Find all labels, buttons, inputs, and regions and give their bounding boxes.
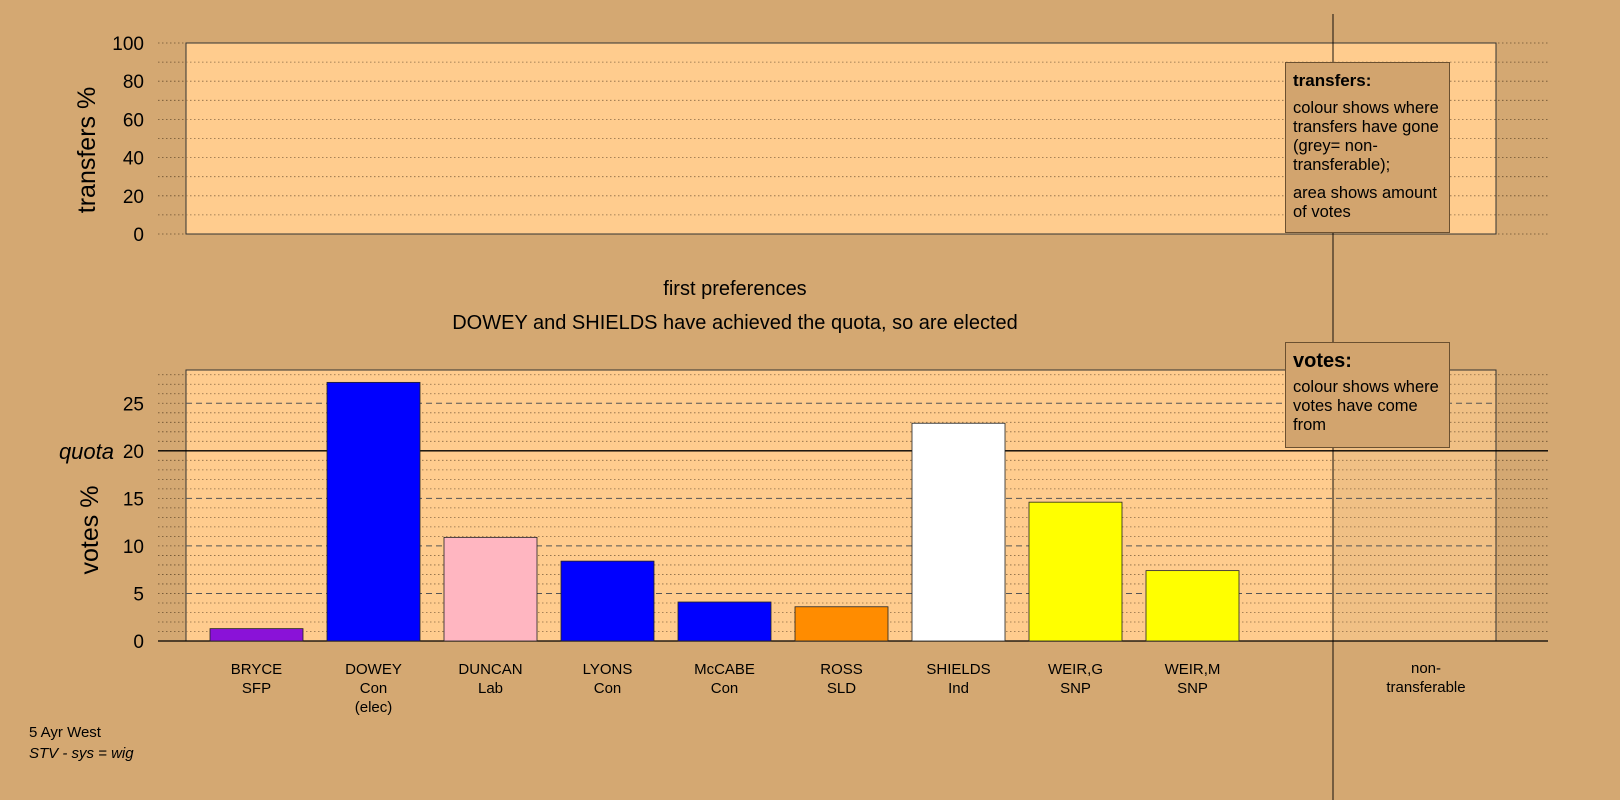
transfers-legend: transfers: colour shows where transfers … xyxy=(1285,62,1450,233)
candidate-label: SNP xyxy=(1177,680,1208,697)
footer-area-name: 5 Ayr West xyxy=(29,724,101,741)
candidate-label: BRYCE xyxy=(231,661,282,678)
votes-legend-text: colour shows where votes have come from xyxy=(1293,378,1439,434)
candidate-label: Lab xyxy=(478,680,503,697)
y-axis-label: votes % xyxy=(76,486,104,575)
votes-legend: votes: colour shows where votes have com… xyxy=(1285,342,1450,448)
candidate-label: SLD xyxy=(827,680,856,697)
y-tick-label: 0 xyxy=(133,225,144,246)
bar-duncan xyxy=(443,536,538,642)
candidate-label: Ind xyxy=(948,680,969,697)
candidate-label: DOWEY xyxy=(345,661,402,678)
transfers-legend-text-1: colour shows where transfers have gone (… xyxy=(1293,99,1439,174)
bar-weir-m xyxy=(1145,570,1240,642)
non-transferable-label: transferable xyxy=(1386,679,1465,696)
votes-legend-title: votes: xyxy=(1293,350,1352,372)
candidate-label: SFP xyxy=(242,680,271,697)
bar-bryce xyxy=(209,628,304,642)
plot-area xyxy=(185,42,1497,235)
candidate-label: ROSS xyxy=(820,661,863,678)
y-tick-label: 10 xyxy=(123,537,144,558)
y-tick-label: 15 xyxy=(123,489,144,510)
non-transferable-label: non- xyxy=(1411,660,1441,677)
bar-dowey xyxy=(326,381,421,642)
candidate-label: Con xyxy=(594,680,622,697)
bar-weir-g xyxy=(1028,501,1123,642)
y-tick-label: 100 xyxy=(112,34,144,55)
candidate-label: SHIELDS xyxy=(926,661,990,678)
transfers-panel: 0 20 40 60 80 100 transfers % xyxy=(73,34,1548,246)
candidate-label: DUNCAN xyxy=(458,661,522,678)
candidate-label: SNP xyxy=(1060,680,1091,697)
y-tick-label: 80 xyxy=(123,72,144,93)
y-tick-label: 20 xyxy=(123,442,144,463)
candidate-label: WEIR,M xyxy=(1165,661,1221,678)
y-tick-label: 5 xyxy=(133,584,144,605)
chart-subtitle: DOWEY and SHIELDS have achieved the quot… xyxy=(452,312,1018,334)
candidate-label: Con xyxy=(711,680,739,697)
bar-ross xyxy=(794,606,889,642)
bar-shields xyxy=(911,422,1006,642)
bar-lyons xyxy=(560,560,655,642)
candidate-label: WEIR,G xyxy=(1048,661,1103,678)
transfers-legend-title: transfers: xyxy=(1293,71,1372,90)
candidate-label: (elec) xyxy=(355,699,393,716)
transfers-legend-text-2: area shows amount of votes xyxy=(1293,184,1437,221)
y-tick-label: 40 xyxy=(123,149,144,170)
y-tick-label: 60 xyxy=(123,110,144,131)
y-tick-label: 20 xyxy=(123,187,144,208)
y-axis-label: transfers % xyxy=(73,87,101,213)
y-tick-label: 0 xyxy=(133,632,144,653)
quota-label: quota xyxy=(59,439,114,464)
votes-panel: quota 0 5 10 15 20 25 votes % BRYCE SFP DOWEY Con (e… xyxy=(59,369,1548,716)
candidate-label: McCABE xyxy=(694,661,755,678)
candidate-label: Con xyxy=(360,680,388,697)
footer-system: STV - sys = wig xyxy=(29,745,134,762)
bar-mccabe xyxy=(677,601,772,642)
candidate-label: LYONS xyxy=(583,661,633,678)
y-tick-label: 25 xyxy=(123,394,144,415)
chart-title: first preferences xyxy=(663,278,806,300)
